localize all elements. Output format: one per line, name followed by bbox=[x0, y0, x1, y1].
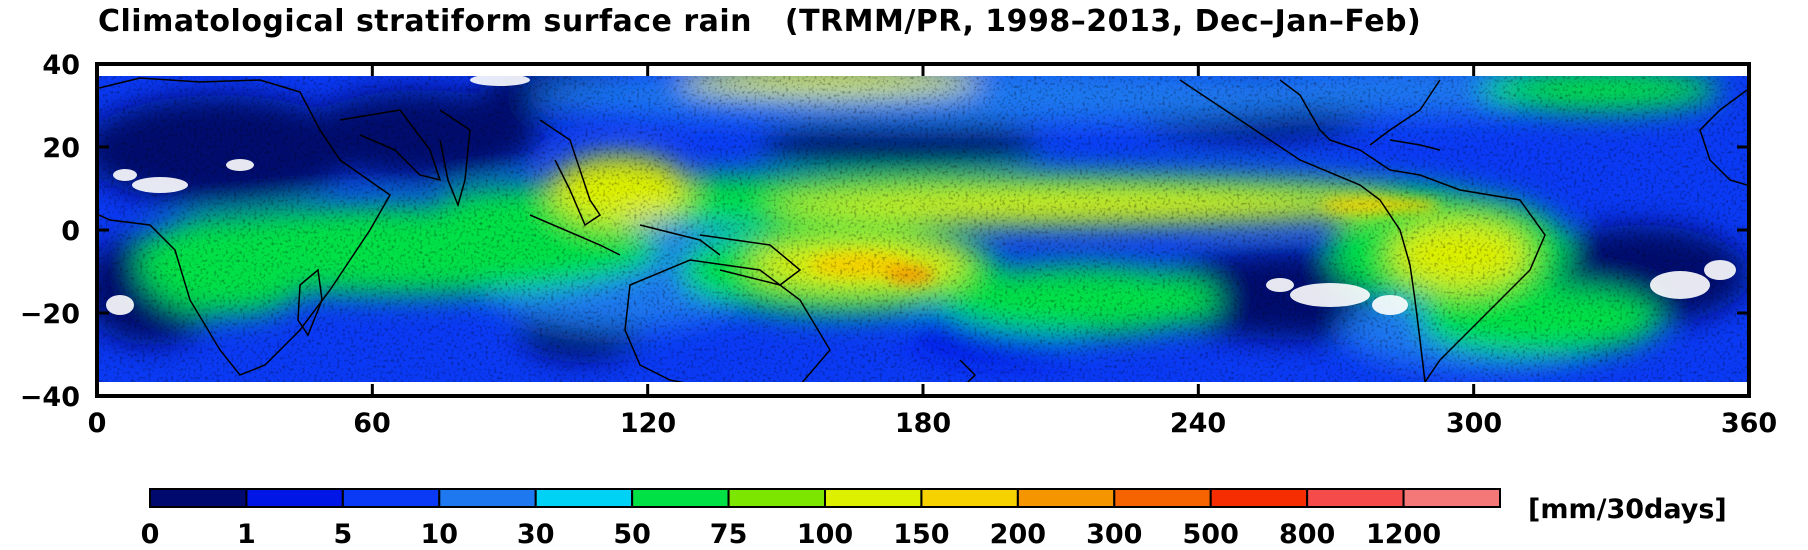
colorbar-tick-label: 150 bbox=[893, 519, 949, 550]
colorbar-swatch bbox=[438, 488, 537, 508]
colorbar-tick-label: 5 bbox=[333, 519, 352, 550]
y-tick-label: 20 bbox=[42, 133, 80, 164]
colorbar-swatch bbox=[920, 488, 1019, 508]
colorbar-swatch bbox=[1402, 488, 1501, 508]
colorbar: 0 1 5 10 30 50 75 100 150 200 300 500 800 1200 bbox=[141, 488, 1501, 550]
colorbar-swatch bbox=[341, 488, 441, 508]
colorbar-tick-label: 1 bbox=[237, 519, 256, 550]
chart-title: Climatological stratiform surface rain (… bbox=[98, 4, 1422, 39]
colorbar-swatch bbox=[245, 488, 344, 508]
coastlines bbox=[99, 77, 1747, 382]
colorbar-tick-label: 50 bbox=[613, 519, 651, 550]
y-tick-label: −40 bbox=[20, 382, 80, 413]
colorbar-swatch bbox=[727, 488, 826, 508]
colorbar-tick-label: 30 bbox=[517, 519, 555, 550]
x-axis: 0 60 120 180 240 300 360 bbox=[88, 408, 1778, 439]
rainfall-field bbox=[99, 76, 1747, 382]
colorbar-swatch bbox=[1016, 488, 1116, 508]
colorbar-swatch bbox=[1306, 488, 1405, 508]
colorbar-swatch bbox=[149, 488, 248, 508]
x-tick-label: 360 bbox=[1721, 408, 1777, 439]
y-axis: 40 20 0 −20 −40 bbox=[20, 50, 80, 413]
colorbar-tick-label: 300 bbox=[1086, 519, 1142, 550]
x-tick-label: 300 bbox=[1446, 408, 1502, 439]
colorbar-tick-label: 1200 bbox=[1366, 519, 1441, 550]
colorbar-tick-label: 10 bbox=[420, 519, 458, 550]
axis-ticks bbox=[95, 62, 1751, 398]
y-tick-label: −20 bbox=[20, 299, 80, 330]
x-tick-label: 120 bbox=[620, 408, 676, 439]
colorbar-swatch bbox=[1209, 488, 1309, 508]
colorbar-tick-label: 500 bbox=[1183, 519, 1239, 550]
colorbar-swatch bbox=[824, 488, 923, 508]
y-tick-label: 0 bbox=[61, 216, 80, 247]
colorbar-unit-label: [mm/30days] bbox=[1528, 494, 1727, 525]
colorbar-swatch bbox=[1113, 488, 1212, 508]
colorbar-tick-label: 75 bbox=[710, 519, 748, 550]
x-tick-label: 0 bbox=[88, 408, 107, 439]
colorbar-tick-label: 0 bbox=[141, 519, 160, 550]
colorbar-tick-label: 200 bbox=[990, 519, 1046, 550]
colorbar-tick-label: 800 bbox=[1279, 519, 1335, 550]
x-tick-label: 60 bbox=[353, 408, 391, 439]
colorbar-tick-label: 100 bbox=[797, 519, 853, 550]
x-tick-label: 240 bbox=[1170, 408, 1226, 439]
y-tick-label: 40 bbox=[42, 50, 80, 81]
colorbar-swatch bbox=[631, 488, 730, 508]
colorbar-swatch bbox=[534, 488, 634, 508]
x-tick-label: 180 bbox=[895, 408, 951, 439]
